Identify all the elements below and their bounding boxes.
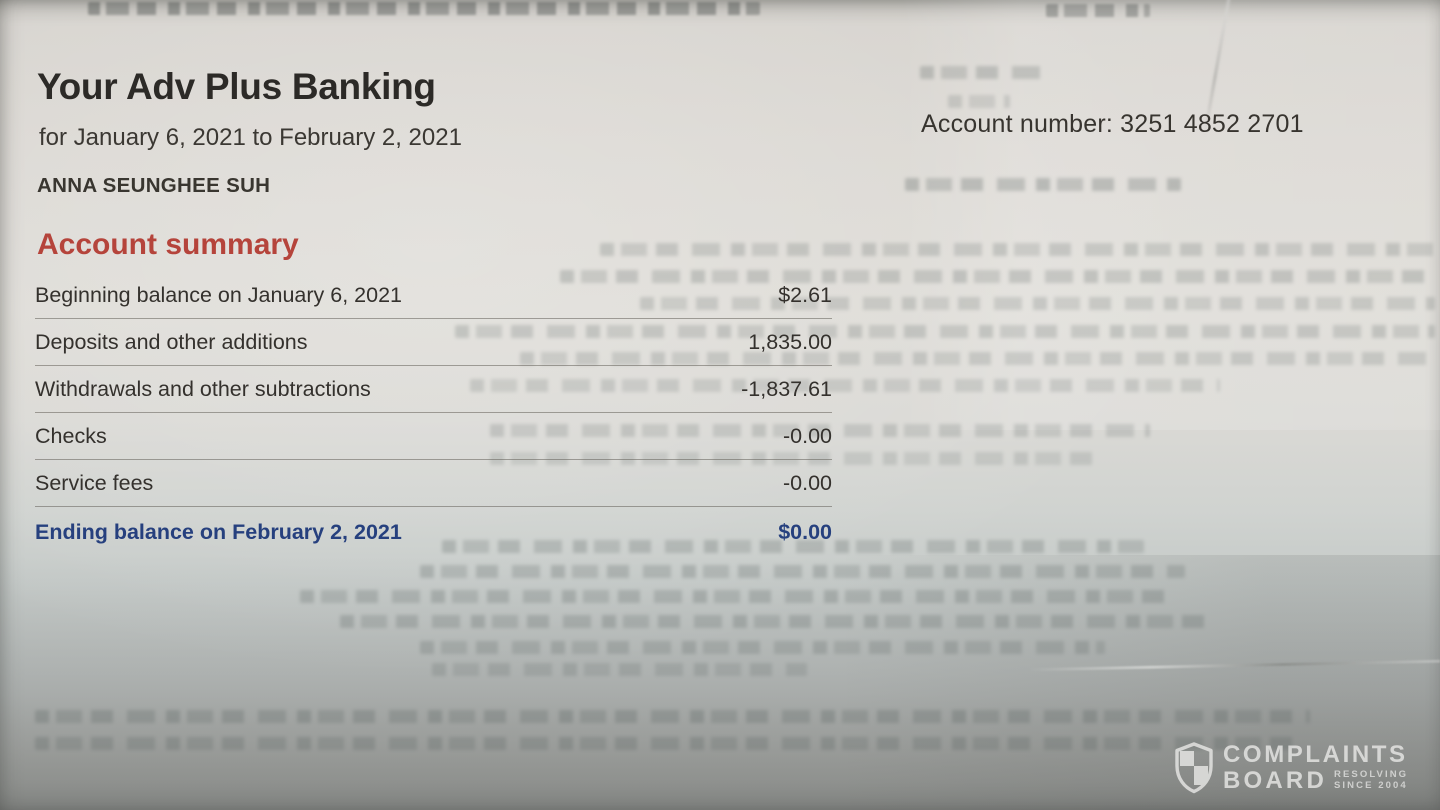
summary-row: Ending balance on February 2, 2021 $0.00 [35, 507, 832, 557]
summary-row-label: Ending balance on February 2, 2021 [35, 519, 402, 544]
watermark-tagline-line2: SINCE 2004 [1334, 780, 1408, 792]
account-holder-name: ANNA SEUNGHEE SUH [37, 174, 271, 197]
ghost-line [490, 452, 1100, 465]
ghost-line [490, 424, 1150, 437]
summary-row-value: -1,837.61 [741, 376, 832, 401]
summary-row: Deposits and other additions 1,835.00 [35, 319, 832, 366]
ghost-line [340, 615, 1205, 628]
ghost-line [455, 325, 1435, 338]
summary-row-value: -0.00 [782, 470, 832, 495]
summary-row-value: -0.00 [782, 423, 832, 448]
summary-row-label: Withdrawals and other subtractions [35, 376, 371, 401]
summary-row-label: Deposits and other additions [35, 329, 308, 354]
statement-period: for January 6, 2021 to February 2, 2021 [39, 124, 462, 151]
ghost-line [432, 663, 807, 676]
summary-row-label: Beginning balance on January 6, 2021 [35, 282, 402, 307]
account-number-value: 3251 4852 2701 [1120, 110, 1304, 138]
watermark-tagline: RESOLVING SINCE 2004 [1334, 769, 1409, 793]
watermark-tagline-line1: RESOLVING [1334, 769, 1409, 781]
watermark-name-line1: COMPLAINTS [1223, 741, 1408, 768]
ghost-line [920, 66, 1042, 79]
ghost-line [1046, 4, 1150, 17]
ghost-line [420, 565, 1185, 578]
summary-row-label: Checks [35, 423, 107, 448]
ghost-line [948, 95, 1010, 108]
ghost-line [600, 243, 1435, 256]
ghost-line [560, 270, 1435, 283]
ghost-line [420, 641, 1105, 654]
summary-row: Checks -0.00 [35, 413, 832, 460]
account-number-label: Account number: [921, 110, 1113, 138]
summary-row-value: $0.00 [778, 519, 832, 544]
watermark-name-line2: BOARD [1223, 767, 1327, 794]
ghost-line [88, 2, 760, 15]
summary-row-value: $2.61 [778, 282, 832, 307]
ghost-line [35, 710, 1310, 723]
paper-light-band [900, 0, 1440, 430]
ghost-line [640, 297, 1435, 310]
summary-row: Beginning balance on January 6, 2021 $2.… [35, 272, 832, 319]
account-summary-heading: Account summary [37, 228, 299, 261]
complaintsboard-watermark: COMPLAINTS BOARD RESOLVING SINCE 2004 [1174, 742, 1408, 794]
summary-row: Withdrawals and other subtractions -1,83… [35, 366, 832, 413]
watermark-text: COMPLAINTS BOARD RESOLVING SINCE 2004 [1223, 743, 1408, 793]
ghost-line [520, 352, 1435, 365]
ghost-line [35, 737, 1303, 750]
account-number: Account number: 3251 4852 2701 [921, 110, 1304, 139]
summary-table: Beginning balance on January 6, 2021 $2.… [35, 272, 832, 557]
summary-row: Service fees -0.00 [35, 460, 832, 507]
summary-row-label: Service fees [35, 470, 154, 495]
summary-row-value: 1,835.00 [748, 329, 832, 354]
ghost-line [905, 178, 1181, 191]
ghost-line [442, 540, 1144, 553]
ghost-line [300, 590, 1165, 603]
ghost-line [470, 379, 1220, 392]
shield-check-icon [1175, 742, 1213, 794]
statement-title: Your Adv Plus Banking [37, 66, 436, 107]
